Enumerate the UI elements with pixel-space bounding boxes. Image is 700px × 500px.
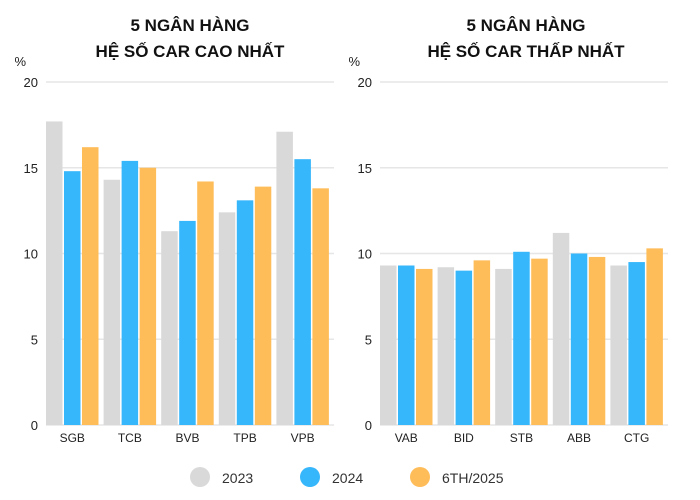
legend-swatch-2 [410, 467, 430, 487]
bar-2023-tpb [218, 212, 236, 425]
y-axis-unit: % [14, 54, 26, 69]
y-tick-label: 5 [365, 332, 372, 347]
legend-swatch-0 [190, 467, 210, 487]
bar-2023-abb [552, 232, 570, 425]
x-tick-label: BID [454, 431, 474, 445]
bar-2024-bvb [179, 220, 196, 425]
bar-2024-stb [513, 251, 530, 425]
legend-swatch-1 [300, 467, 320, 487]
x-tick-label: VAB [395, 431, 418, 445]
y-tick-label: 15 [358, 161, 372, 176]
bar-2023-tcb [103, 179, 121, 425]
y-tick-label: 0 [31, 418, 38, 433]
legend-label: 6TH/2025 [442, 470, 504, 486]
bar-2023-vpb [276, 131, 293, 426]
bar-2024-sgb [64, 171, 81, 425]
chart-title-line1: 5 NGÂN HÀNG [466, 16, 585, 35]
x-tick-label: STB [510, 431, 533, 445]
bar-2023-bvb [161, 231, 178, 425]
x-tick-label: CTG [624, 431, 649, 445]
bar-6th2025-abb [588, 256, 606, 425]
bar-6th2025-tpb [254, 186, 272, 425]
chart-title-line2: HỆ SỐ CAR THẤP NHẤT [427, 41, 625, 61]
bar-6th2025-vab [416, 268, 433, 425]
bar-2024-tcb [121, 160, 139, 425]
y-tick-label: 20 [358, 75, 372, 90]
y-axis-unit: % [348, 54, 360, 69]
x-tick-label: TCB [118, 431, 142, 445]
chart-title-line2: HỆ SỐ CAR CAO NHẤT [96, 41, 286, 61]
bar-2024-tpb [236, 200, 254, 425]
chart-title-line1: 5 NGÂN HÀNG [130, 16, 249, 35]
bar-6th2025-bvb [197, 181, 214, 425]
bar-2024-ctg [628, 262, 645, 425]
bar-6th2025-stb [531, 258, 548, 425]
x-tick-label: TPB [233, 431, 256, 445]
legend-label: 2023 [222, 470, 253, 486]
bar-2024-abb [570, 253, 588, 425]
bar-6th2025-vpb [312, 188, 329, 425]
legend-label: 2024 [332, 470, 363, 486]
x-tick-label: ABB [567, 431, 591, 445]
bar-2024-vpb [294, 159, 311, 426]
x-tick-label: VPB [291, 431, 315, 445]
bar-2023-bid [437, 267, 455, 425]
bar-2024-bid [455, 270, 473, 425]
bar-2024-vab [398, 265, 415, 425]
bar-6th2025-sgb [82, 147, 99, 426]
bar-6th2025-bid [473, 260, 491, 425]
bar-2023-ctg [610, 265, 627, 425]
bar-2023-sgb [46, 121, 63, 425]
y-tick-label: 5 [31, 332, 38, 347]
bar-6th2025-tcb [139, 167, 157, 425]
x-tick-label: BVB [175, 431, 199, 445]
bar-2023-vab [380, 265, 397, 425]
y-tick-label: 0 [365, 418, 372, 433]
bar-2023-stb [495, 268, 512, 425]
y-tick-label: 20 [24, 75, 38, 90]
x-tick-label: SGB [60, 431, 85, 445]
y-tick-label: 10 [358, 247, 372, 262]
bar-6th2025-ctg [646, 248, 663, 425]
y-tick-label: 15 [24, 161, 38, 176]
y-tick-label: 10 [24, 247, 38, 262]
